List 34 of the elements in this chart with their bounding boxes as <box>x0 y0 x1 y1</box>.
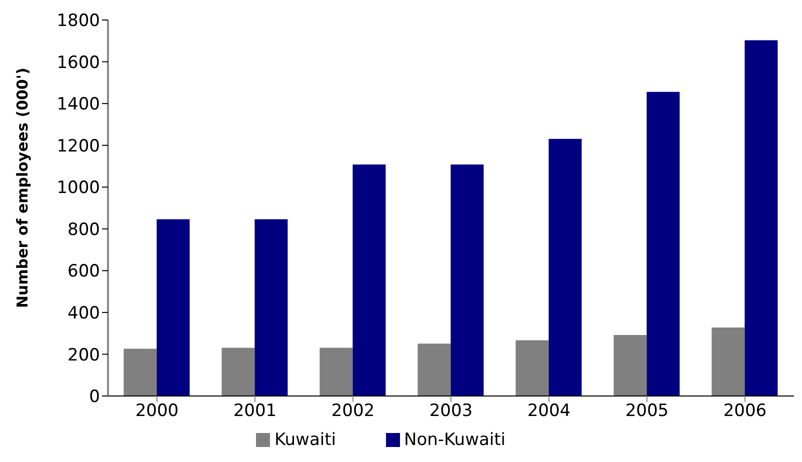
x-tick-label: 2002 <box>331 401 375 422</box>
bar <box>254 219 288 396</box>
y-tick-label: 600 <box>68 262 100 282</box>
bar <box>418 344 451 396</box>
y-tick-label: 1200 <box>56 136 100 156</box>
y-tick-label: 0 <box>89 387 100 408</box>
x-tick-label: 2003 <box>429 401 473 422</box>
bar <box>614 335 647 396</box>
bar <box>222 348 255 396</box>
bar <box>156 219 190 396</box>
x-tick-label: 2005 <box>625 401 669 422</box>
y-tick-label: 1400 <box>56 94 100 115</box>
y-tick-label: 200 <box>68 345 100 366</box>
bar <box>646 92 680 396</box>
x-tick-label: 2000 <box>135 401 179 422</box>
legend-label: Kuwaiti <box>274 430 336 450</box>
y-tick-label: 1000 <box>56 178 100 198</box>
y-tick-label: 400 <box>68 303 100 324</box>
bar <box>712 327 745 396</box>
bar <box>744 40 778 396</box>
y-tick-label: 1800 <box>56 11 100 32</box>
bar <box>352 164 386 396</box>
y-axis-title: Number of employees (000') <box>13 68 32 308</box>
y-tick-label: 1600 <box>56 52 100 73</box>
bar <box>320 348 353 396</box>
bar <box>450 164 484 396</box>
legend-label: Non-Kuwaiti <box>404 430 506 450</box>
bar <box>516 340 549 396</box>
y-tick-label: 800 <box>68 220 100 240</box>
bar <box>548 138 582 396</box>
x-tick-label: 2001 <box>233 401 277 422</box>
x-tick-label: 2004 <box>527 401 571 422</box>
bar <box>124 348 157 396</box>
x-tick-label: 2006 <box>723 401 767 422</box>
